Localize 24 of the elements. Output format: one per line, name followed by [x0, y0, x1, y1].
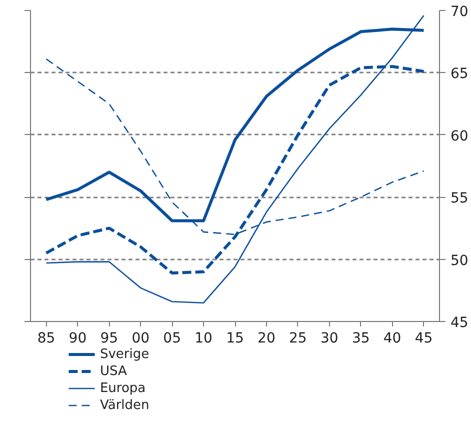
x-tick-label: 15	[226, 330, 244, 346]
x-tick-label: 45	[414, 330, 433, 346]
y-tick-label: 50	[450, 252, 468, 269]
x-tick-label: 40	[383, 330, 402, 346]
x-tick-label: 00	[132, 330, 150, 346]
legend-label: USA	[100, 364, 127, 379]
x-tick-label: 30	[320, 330, 338, 346]
x-tick-label: 25	[289, 330, 307, 346]
line-series	[46, 14, 424, 304]
y-tick-label: 45	[450, 315, 468, 331]
x-tick-label: 95	[100, 330, 118, 346]
x-tick-label: 20	[258, 330, 276, 346]
x-tick-label: 85	[37, 330, 56, 346]
legend-label: Europa	[100, 381, 146, 396]
y-tick-label: 60	[450, 128, 468, 144]
x-tick-label: 10	[194, 330, 212, 346]
legend-label: Världen	[100, 398, 150, 413]
x-tick-label: 35	[352, 330, 370, 346]
legend-label: Sverige	[100, 347, 150, 362]
x-tick-label: 90	[68, 330, 87, 346]
y-tick-label: 70	[450, 4, 468, 20]
y-tick-label: 65	[450, 66, 468, 82]
x-tick-label: 05	[163, 330, 181, 346]
y-tick-label: 55	[450, 190, 468, 207]
